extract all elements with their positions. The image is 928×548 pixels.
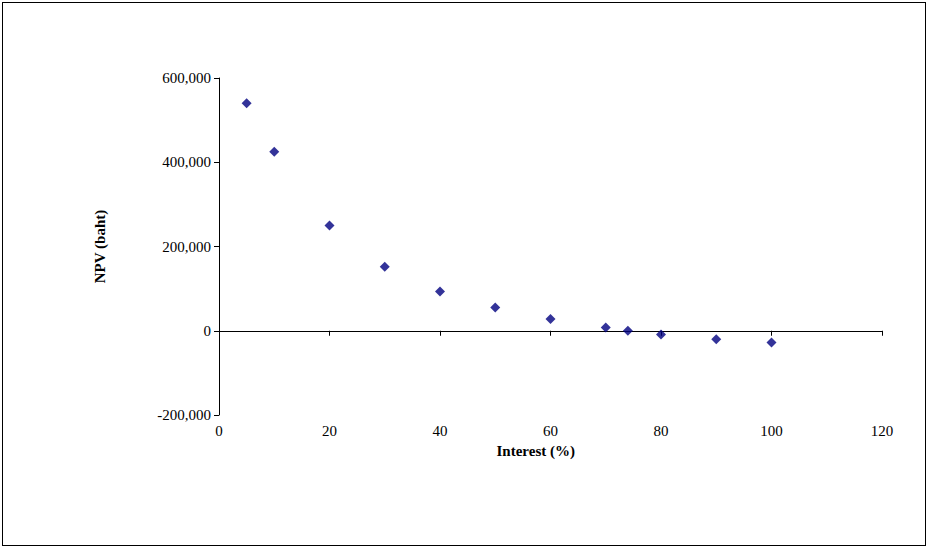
svg-text:0: 0 <box>215 423 223 439</box>
svg-text:400,000: 400,000 <box>162 154 211 170</box>
svg-text:120: 120 <box>871 423 894 439</box>
svg-text:200,000: 200,000 <box>162 239 211 255</box>
svg-text:0: 0 <box>204 323 212 339</box>
svg-text:60: 60 <box>543 423 558 439</box>
svg-text:40: 40 <box>433 423 448 439</box>
svg-text:20: 20 <box>322 423 337 439</box>
svg-text:100: 100 <box>760 423 783 439</box>
svg-text:80: 80 <box>654 423 669 439</box>
svg-text:600,000: 600,000 <box>162 70 211 86</box>
svg-text:-200,000: -200,000 <box>157 407 211 423</box>
svg-text:NPV (baht): NPV (baht) <box>92 210 109 283</box>
svg-text:Interest (%): Interest (%) <box>497 443 575 460</box>
